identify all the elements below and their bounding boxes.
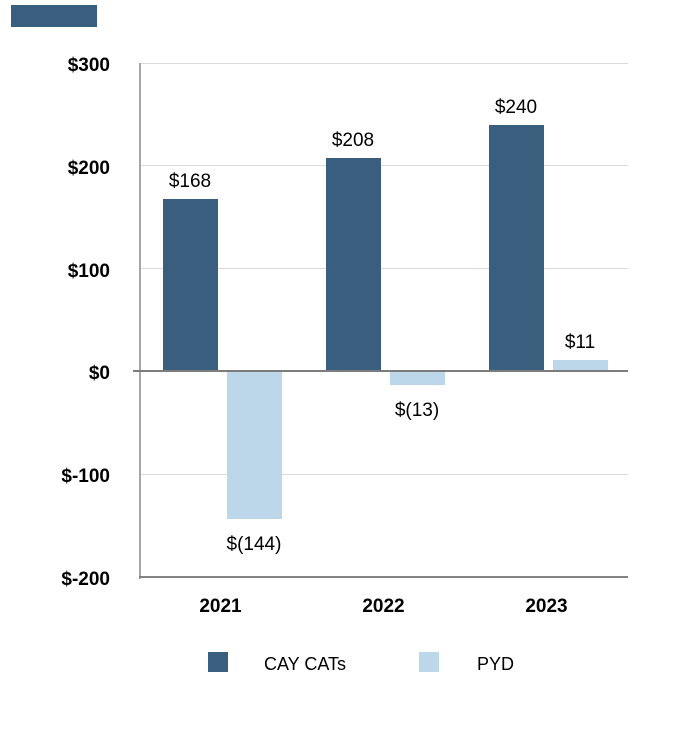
bar-pyd-2023: [552, 360, 608, 372]
y-tick-label-300: $300: [67, 55, 110, 76]
data-label-pyd-2021: $(144): [226, 534, 282, 556]
data-label-pyd-2023: $11: [564, 332, 596, 354]
y-tick-label--200: $-200: [61, 569, 110, 590]
legend-label-pyd: PYD: [477, 654, 515, 674]
y-tick-label-0: $0: [88, 363, 110, 385]
zero-line: [133, 370, 628, 373]
data-label-cay-cats-2023: $240: [494, 96, 538, 118]
bar-pyd-2021: [226, 371, 282, 520]
x-axis-bottom-line: [139, 576, 628, 578]
y-tick-label--100: $-100: [61, 466, 110, 488]
x-tick-label-2023: 2023: [525, 596, 568, 617]
legend-swatch-pyd: [419, 652, 439, 672]
data-label-cay-cats-2021: $168: [168, 170, 212, 192]
gridline: [139, 268, 628, 270]
legend-swatch-cay-cats: [208, 652, 228, 672]
y-axis-line: [139, 63, 141, 579]
gridline: [139, 62, 628, 64]
gridline: [139, 473, 628, 475]
data-label-pyd-2022: $(13): [394, 399, 440, 421]
x-tick-label-2022: 2022: [362, 596, 405, 617]
bar-pyd-2022: [389, 371, 445, 385]
bar-cay-cats-2023: [488, 124, 544, 372]
bar-cay-cats-2021: [162, 198, 218, 372]
x-tick-label-2021: 2021: [199, 596, 242, 617]
y-tick-label-200: $200: [67, 157, 110, 179]
top-left-crop-artifact-bar: [11, 5, 97, 27]
data-label-cay-cats-2022: $208: [331, 129, 375, 151]
bar-cay-cats-2022: [325, 157, 381, 372]
y-tick-label-100: $100: [67, 260, 110, 282]
gridline: [139, 165, 628, 167]
legend-label-cay-cats: CAY CATs: [264, 654, 347, 674]
